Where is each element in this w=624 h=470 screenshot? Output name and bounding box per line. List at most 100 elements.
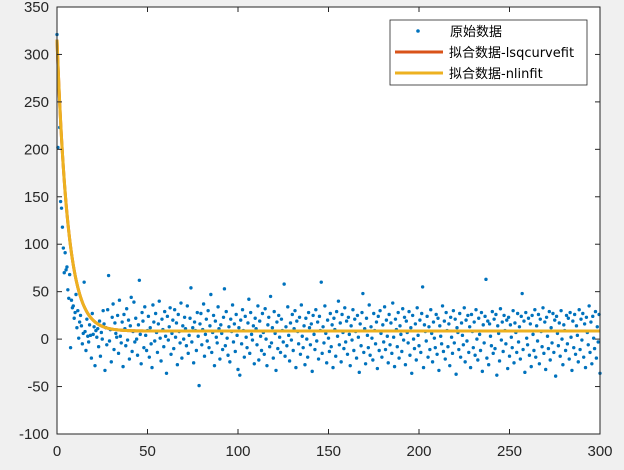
data-point: [267, 315, 271, 319]
data-point: [250, 338, 255, 342]
data-point: [331, 365, 335, 370]
data-point: [151, 303, 155, 307]
data-point: [439, 342, 444, 346]
data-point: [404, 319, 409, 323]
data-point: [403, 363, 408, 367]
data-point: [582, 322, 587, 326]
data-point: [540, 345, 544, 349]
data-point: [153, 339, 157, 343]
data-point: [397, 356, 401, 360]
data-point: [284, 325, 288, 329]
data-point: [225, 336, 229, 340]
data-point: [74, 292, 78, 297]
data-point: [64, 268, 68, 272]
data-point: [431, 320, 436, 324]
data-point: [595, 325, 599, 329]
data-point: [199, 311, 203, 316]
data-point: [380, 355, 384, 359]
data-point: [398, 324, 402, 328]
data-point: [316, 357, 321, 361]
data-point: [497, 359, 502, 363]
data-point: [180, 356, 184, 360]
axis-tick-labels: 0 50 100 150 200 250 300 -100 -50 0 50 100 150 200 250…: [19, 0, 613, 460]
data-point: [537, 362, 542, 366]
data-point: [402, 315, 407, 319]
data-point: [429, 308, 433, 312]
data-point: [160, 317, 164, 321]
data-point: [311, 313, 315, 318]
data-point: [90, 311, 95, 316]
data-point: [458, 355, 463, 359]
data-point: [530, 313, 534, 318]
data-point: [363, 326, 367, 331]
data-point: [309, 322, 314, 326]
data-point: [482, 341, 486, 345]
data-point: [335, 334, 340, 338]
data-point: [536, 312, 541, 317]
data-point: [407, 309, 411, 314]
data-point: [379, 331, 383, 336]
data-point: [264, 337, 268, 341]
data-point: [460, 333, 465, 338]
data-point: [89, 356, 94, 360]
data-point: [504, 342, 508, 346]
data-point: [430, 360, 435, 364]
data-point: [592, 346, 597, 351]
data-point: [220, 347, 225, 352]
data-point: [266, 323, 270, 327]
data-point: [343, 340, 348, 344]
data-point: [401, 338, 406, 342]
data-point: [532, 348, 536, 353]
data-point: [314, 308, 318, 312]
data-point: [176, 312, 180, 317]
data-point: [588, 350, 592, 355]
data-point: [332, 316, 336, 320]
data-point: [434, 312, 438, 317]
legend-entry-lsqcurvefit: 拟合数据-lsqcurvefit: [395, 46, 574, 61]
data-point: [105, 308, 110, 312]
data-point: [428, 347, 432, 352]
data-point: [219, 323, 223, 327]
data-point: [230, 303, 235, 307]
data-point: [372, 311, 376, 316]
data-point: [472, 320, 476, 324]
data-point: [591, 314, 595, 319]
data-point: [427, 325, 431, 329]
data-point: [544, 315, 549, 319]
data-point: [66, 288, 70, 292]
data-point: [77, 336, 81, 340]
data-point: [72, 316, 76, 320]
data-point: [283, 354, 287, 358]
data-point: [129, 295, 133, 300]
data-point: [552, 350, 556, 355]
legend[interactable]: 原始数据 拟合数据-lsqcurvefit 拟合数据-nlinfit: [389, 19, 588, 86]
data-point: [233, 349, 237, 354]
data-point: [75, 326, 79, 330]
data-point: [61, 246, 66, 250]
data-point: [310, 369, 314, 374]
data-point: [141, 319, 145, 323]
data-point: [444, 310, 448, 315]
data-point: [559, 308, 563, 313]
data-point: [437, 368, 441, 373]
x-tick-label: 250: [497, 443, 522, 460]
data-point: [464, 318, 468, 322]
data-point: [68, 345, 73, 350]
data-point: [499, 338, 504, 342]
data-point: [525, 343, 530, 347]
y-tick-label: -100: [19, 426, 49, 443]
y-tick-label: 100: [24, 236, 49, 253]
data-point: [542, 351, 546, 356]
data-point: [263, 307, 267, 311]
y-tick-label: 150: [24, 189, 49, 206]
data-point: [271, 356, 275, 360]
data-point: [575, 333, 580, 338]
data-point: [426, 355, 430, 359]
data-point: [382, 305, 387, 309]
data-point: [174, 321, 179, 325]
data-point: [513, 321, 517, 325]
data-point: [84, 348, 88, 353]
legend-marker-raw: [416, 29, 420, 33]
data-point: [376, 314, 380, 319]
data-point: [134, 316, 138, 320]
